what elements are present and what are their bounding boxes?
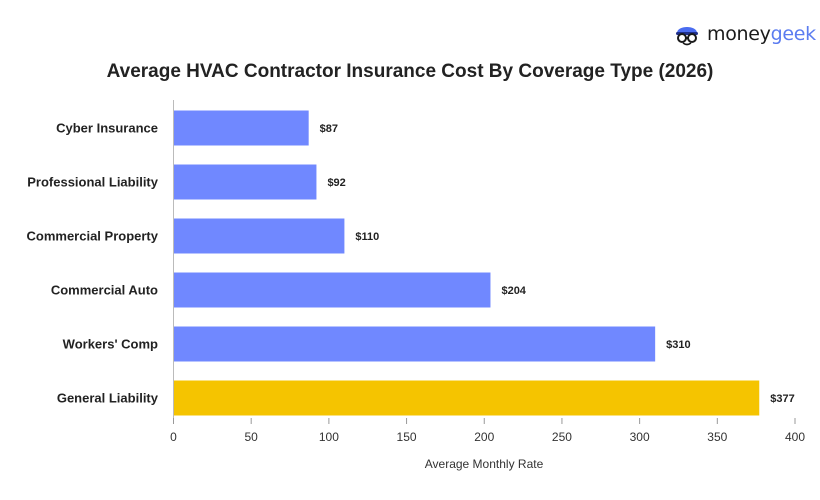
bar [174,380,760,416]
data-label: $204 [501,285,526,297]
x-axis-label: Average Monthly Rate [425,457,544,471]
data-label: $92 [327,177,345,189]
data-label: $310 [666,339,690,351]
x-tick-label: 300 [630,430,650,444]
x-tick-label: 100 [319,430,339,444]
bar [174,272,491,308]
x-tick-label: 200 [474,430,494,444]
x-tick-label: 150 [397,430,417,444]
category-label: Workers' Comp [63,337,158,352]
x-tick-label: 0 [170,430,177,444]
category-label: Professional Liability [27,175,159,190]
data-label: $87 [320,123,338,135]
category-label: Commercial Auto [51,283,158,298]
category-label: Cyber Insurance [56,121,158,136]
bar [174,326,656,362]
bar [174,110,309,146]
geek-mascot-icon [676,27,698,46]
category-label: General Liability [57,391,159,406]
x-tick-label: 250 [552,430,572,444]
category-label: Commercial Property [27,229,159,244]
bar [174,164,317,200]
chart-title: Average HVAC Contractor Insurance Cost B… [106,61,714,82]
x-tick-label: 350 [707,430,727,444]
bar [174,218,345,254]
data-label: $110 [355,231,379,243]
brand-wordmark: moneygeek [707,22,816,45]
x-tick-label: 400 [785,430,805,444]
moneygeek-logo: moneygeek [674,20,816,48]
x-tick-label: 50 [245,430,259,444]
data-label: $377 [770,393,794,405]
